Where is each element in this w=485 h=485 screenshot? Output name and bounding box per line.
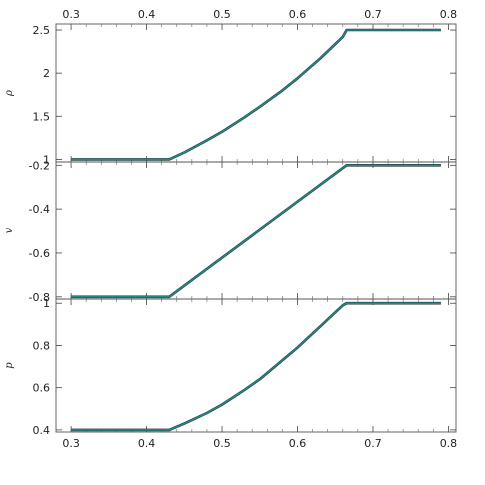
y-axis-label: p (4, 362, 15, 369)
x-tick-label: 0.3 (62, 437, 80, 450)
y-tick-label: -0.8 (29, 291, 50, 304)
series-line-shadow (71, 164, 441, 299)
y-tick-label: 2 (43, 67, 50, 80)
panel-2: -0.8 -0.6 -0.4 -0.2 v (4, 159, 457, 304)
panel-frame (55, 298, 457, 433)
x-tick-label: 0.6 (289, 437, 307, 450)
x-tick-label: 0.8 (440, 437, 458, 450)
series-line-shadow (71, 28, 441, 161)
x-tick-label: 0.4 (138, 8, 156, 21)
x-tick-label: 0.6 (289, 8, 307, 21)
y-tick-label: 1 (43, 297, 50, 310)
x-tick-label: 0.5 (213, 8, 231, 21)
x-tick-label: 0.5 (213, 437, 231, 450)
panel-3: 0.4 0.6 0.8 1 p 0.3 0.4 0.5 0.6 0.7 0.8 (4, 297, 457, 450)
series-line-shadow (71, 301, 441, 432)
y-tick-label: -0.2 (29, 159, 50, 172)
x-tick-label: 0.7 (364, 437, 382, 450)
y-tick-label: 1.5 (33, 110, 51, 123)
x-tick-label: 0.8 (440, 8, 458, 21)
panel-1: 1 1.5 2 2.5 ρ 0.3 0.4 0.5 0.6 0.7 0.8 (4, 8, 457, 166)
panel-frame (55, 161, 457, 300)
x-tick-label: 0.3 (62, 8, 80, 21)
y-tick-label: -0.6 (29, 247, 50, 260)
series-line (71, 302, 441, 431)
series-line (71, 29, 441, 161)
panel-frame (55, 23, 457, 163)
x-tick-label: 0.4 (138, 437, 156, 450)
y-axis-label: ρ (4, 90, 15, 97)
y-tick-label: 2.5 (33, 24, 51, 37)
y-tick-label: 0.4 (33, 424, 51, 437)
y-axis-label: v (4, 227, 15, 233)
y-tick-label: 0.8 (33, 339, 51, 352)
y-tick-label: 1 (43, 153, 50, 166)
y-tick-label: 0.6 (33, 382, 51, 395)
series-line (71, 164, 441, 298)
y-tick-label: -0.4 (29, 203, 50, 216)
x-tick-label: 0.7 (364, 8, 382, 21)
